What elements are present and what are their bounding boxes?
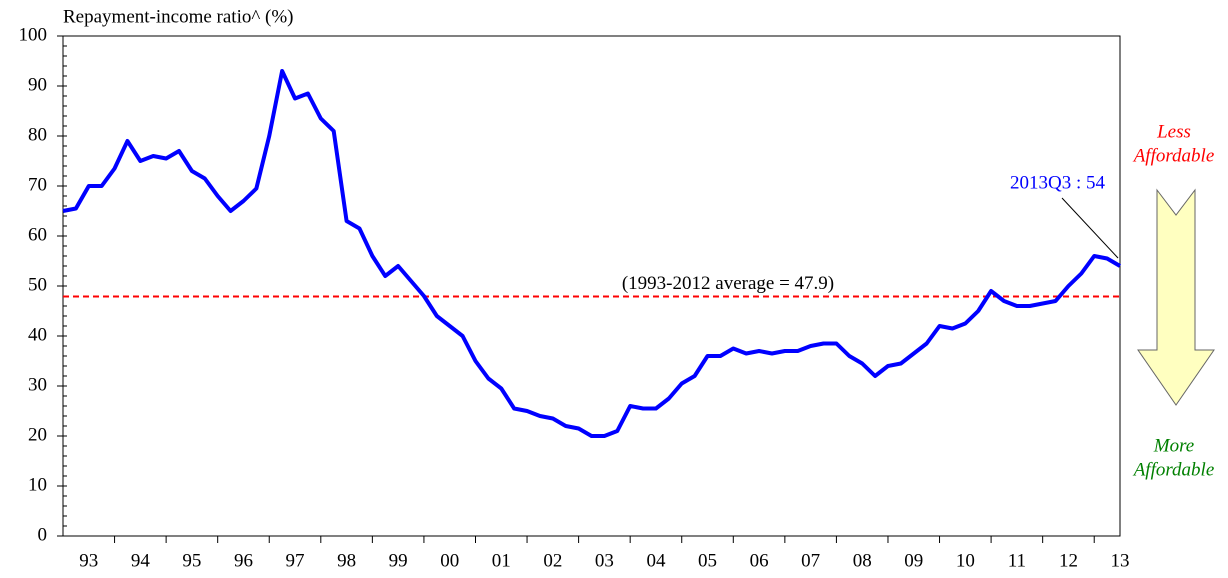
leader-line: [1061, 197, 1119, 259]
y-tick-label: 10: [28, 474, 47, 495]
latest-label: 2013Q3 : 54: [1010, 172, 1106, 193]
y-tick-label: 60: [28, 224, 47, 245]
x-tick-label: 05: [698, 550, 717, 571]
y-tick-label: 50: [28, 274, 47, 295]
x-tick-label: 01: [492, 550, 511, 571]
x-tick-label: 94: [131, 550, 151, 571]
y-axis-title: Repayment-income ratio^ (%): [63, 6, 294, 27]
x-tick-label: 13: [1111, 550, 1130, 571]
x-tick-label: 02: [543, 550, 562, 571]
x-tick-label: 96: [234, 550, 253, 571]
x-tick-label: 07: [801, 550, 820, 571]
more-affordable-label: Affordable: [1132, 459, 1215, 480]
x-tick-label: 10: [956, 550, 975, 571]
x-tick-label: 93: [79, 550, 98, 571]
x-tick-label: 12: [1059, 550, 1078, 571]
x-tick-label: 09: [904, 550, 923, 571]
x-tick-label: 98: [337, 550, 356, 571]
y-tick-label: 20: [28, 424, 47, 445]
x-tick-label: 97: [286, 550, 305, 571]
y-tick-label: 0: [38, 524, 48, 545]
x-tick-label: 00: [440, 550, 459, 571]
x-tick-label: 06: [750, 550, 769, 571]
x-tick-label: 99: [389, 550, 408, 571]
x-tick-label: 08: [853, 550, 872, 571]
y-tick-label: 90: [28, 74, 47, 95]
less-affordable-label: Less: [1156, 121, 1191, 142]
data-line: [62, 69, 1122, 438]
less-affordable-label: Affordable: [1132, 145, 1215, 166]
affordability-arrow: [1137, 188, 1215, 406]
y-tick-label: 30: [28, 374, 47, 395]
y-tick-label: 100: [19, 24, 48, 45]
plot-area: [62, 35, 1121, 537]
x-tick-label: 95: [182, 550, 201, 571]
y-tick-label: 80: [28, 124, 47, 145]
average-label: (1993-2012 average = 47.9): [622, 273, 834, 294]
x-tick-label: 04: [646, 550, 666, 571]
more-affordable-label: More: [1153, 435, 1194, 456]
x-tick-label: 11: [1008, 550, 1026, 571]
y-tick-label: 70: [28, 174, 47, 195]
x-tick-label: 03: [595, 550, 614, 571]
y-tick-label: 40: [28, 324, 47, 345]
